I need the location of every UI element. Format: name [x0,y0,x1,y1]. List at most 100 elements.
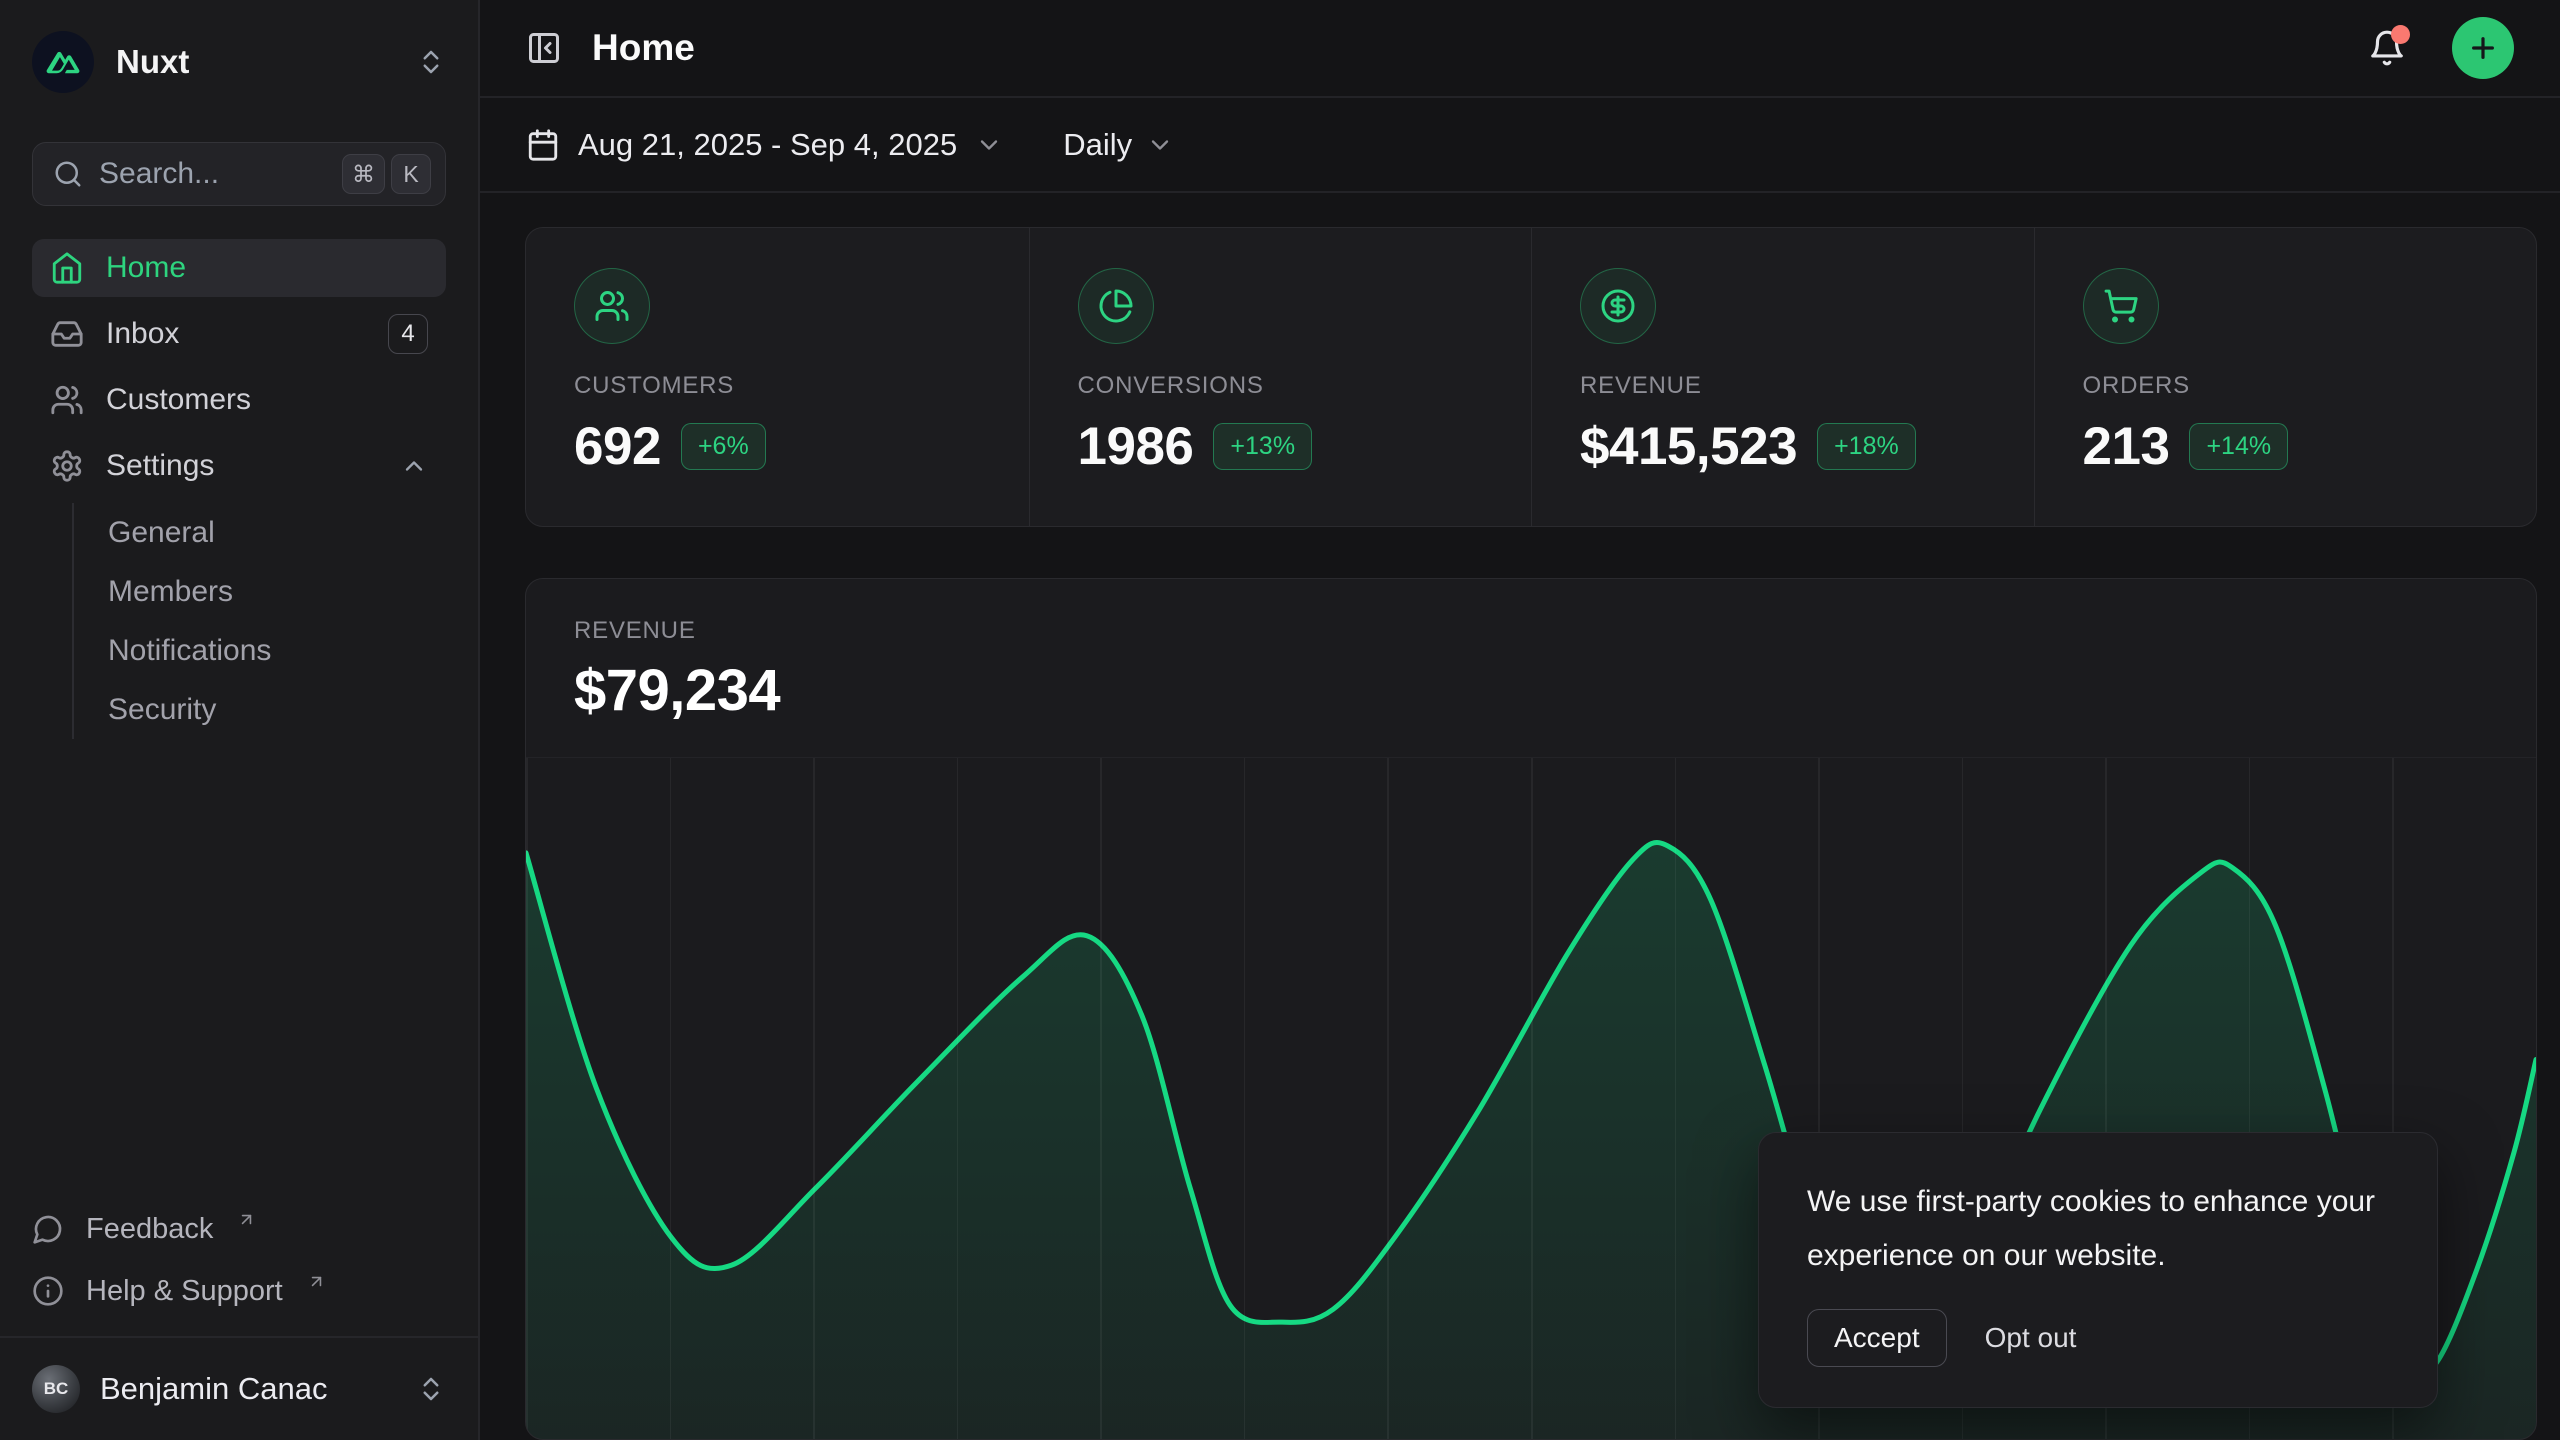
sidebar-nav: Home Inbox 4 Customers Settings General Member… [32,239,446,739]
stat-card-customers[interactable]: CUSTOMERS 692 +6% [526,228,1029,526]
sidebar-item-general[interactable]: General [108,515,215,549]
granularity-select[interactable]: Daily [1063,127,1174,163]
chart-gridline [2536,758,2537,1439]
revenue-chart-value: $79,234 [574,658,781,723]
chart-gridline [956,758,959,1439]
stat-card-revenue[interactable]: REVENUE $415,523 +18% [1531,228,2034,526]
chevron-up-icon [400,452,428,480]
arrow-up-right-icon [307,1272,326,1291]
bell-icon [2371,30,2403,66]
page-title: Home [592,27,695,69]
sidebar-item-home[interactable]: Home [32,239,446,297]
kbd-key: K [391,154,431,194]
chart-gridline [669,758,672,1439]
chart-gridline [2392,758,2394,1439]
calendar-icon [526,128,560,162]
stat-delta-badge: +6% [680,423,766,470]
dollar-circle-icon [1580,268,1656,344]
nuxt-logo [32,31,94,93]
user-name: Benjamin Canac [100,1371,328,1406]
stat-value: 1986 [1077,417,1194,476]
user-menu[interactable]: BC Benjamin Canac [0,1336,478,1440]
search-placeholder: Search... [99,157,220,190]
sidebar-item-members[interactable]: Members [108,574,234,608]
granularity-value: Daily [1063,126,1133,162]
chevrons-up-down-icon [416,47,446,77]
stat-label: CONVERSIONS [1077,372,1264,399]
main-area: Home Aug 21, 2025 - Sep 4, 2025 Daily [480,0,2560,1440]
plus-icon [2472,37,2494,59]
pie-chart-icon [1077,268,1154,344]
stat-label: REVENUE [1580,372,1702,399]
home-icon [50,251,84,285]
chart-gridline [2248,758,2251,1439]
revenue-chart-label: REVENUE [574,617,696,644]
stats-card: CUSTOMERS 692 +6% CONVERSIONS 1986 +13% REVENU… [525,227,2537,527]
stat-value: $415,523 [1580,417,1798,476]
sidebar-item-label: Feedback [86,1212,214,1245]
chart-gridline [813,758,815,1439]
search-icon [53,159,83,189]
avatar: BC [32,1365,80,1413]
cookie-message: We use first-party cookies to enhance yo… [1807,1185,2376,1272]
inbox-icon [50,317,84,351]
feedback-icon [32,1213,64,1245]
sidebar-item-label: Help & Support [86,1274,283,1307]
info-icon [32,1275,64,1307]
cookie-banner: We use first-party cookies to enhance yo… [1758,1132,2438,1408]
sidebar-item-help[interactable]: Help & Support [32,1262,446,1320]
inbox-count-badge: 4 [388,314,428,354]
settings-subnav: General Members Notifications Security [72,503,446,739]
sidebar-item-feedback[interactable]: Feedback [32,1200,446,1258]
sidebar: Nuxt Search... ⌘ K Home Inbox 4 Customers Set… [0,0,480,1440]
sidebar-item-label: Customers [106,383,252,416]
team-switcher[interactable]: Nuxt [32,26,446,98]
chart-gridline [1387,758,1389,1439]
sidebar-item-label: Home [106,251,187,284]
chart-gridline [1674,758,1677,1439]
users-icon [574,268,650,344]
stat-value: 213 [2082,417,2170,476]
sidebar-item-customers[interactable]: Customers [32,371,446,429]
search-input[interactable]: Search... ⌘ K [32,142,446,206]
stat-delta-badge: +14% [2189,423,2289,470]
sidebar-item-label: Inbox [106,317,180,350]
team-name: Nuxt [116,43,190,80]
gear-icon [50,449,84,483]
sidebar-item-label: Settings [106,449,215,482]
stat-value: 692 [574,417,661,476]
sidebar-collapse-icon[interactable] [526,30,562,66]
kbd-key: ⌘ [342,154,385,194]
stat-label: ORDERS [2082,372,2190,399]
chart-gridline [2105,758,2107,1439]
chart-gridline [1961,758,1964,1439]
date-range-picker[interactable]: Aug 21, 2025 - Sep 4, 2025 [526,127,1003,163]
stat-delta-badge: +13% [1213,423,1313,470]
chevron-down-icon [975,131,1003,159]
unread-dot [2391,25,2410,45]
sidebar-item-inbox[interactable]: Inbox 4 [32,305,446,363]
stat-label: CUSTOMERS [574,372,735,399]
revenue-chart-header: REVENUE $79,234 [526,579,2536,757]
chevrons-up-down-icon [416,1374,446,1404]
sidebar-item-settings[interactable]: Settings [32,437,446,495]
chart-gridline [1243,758,1246,1439]
chevron-down-icon [1146,131,1174,159]
date-range-value: Aug 21, 2025 - Sep 4, 2025 [578,126,958,162]
page-header: Home [480,0,2560,99]
chart-gridline [1531,758,1533,1439]
accept-cookies-button[interactable]: Accept [1807,1309,1947,1367]
chart-gridline [1100,758,1102,1439]
chart-gridline [1818,758,1820,1439]
notifications-button[interactable] [2368,25,2410,67]
sidebar-item-security[interactable]: Security [108,692,217,726]
stat-card-conversions[interactable]: CONVERSIONS 1986 +13% [1028,228,1532,526]
filters-toolbar: Aug 21, 2025 - Sep 4, 2025 Daily [480,98,2560,193]
cart-icon [2082,268,2159,344]
add-button[interactable] [2452,17,2514,80]
opt-out-button[interactable]: Opt out [1984,1322,2077,1353]
chart-gridline [526,758,528,1439]
stat-delta-badge: +18% [1817,423,1916,470]
sidebar-item-notifications[interactable]: Notifications [108,633,272,667]
stat-card-orders[interactable]: ORDERS 213 +14% [2033,228,2537,526]
